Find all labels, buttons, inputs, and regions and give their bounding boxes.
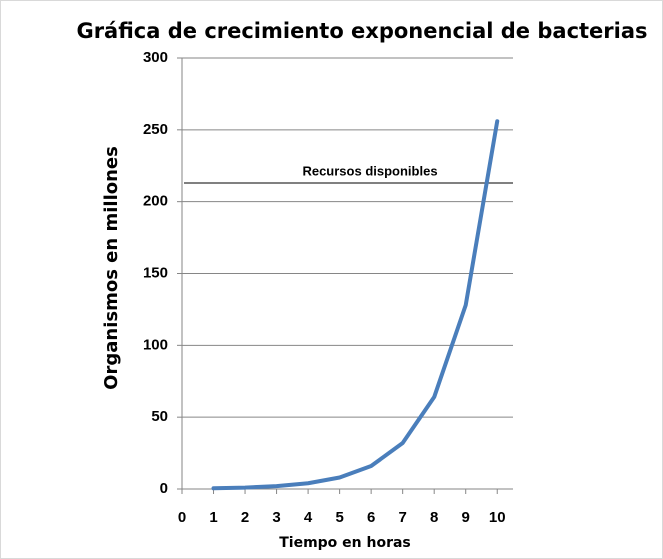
x-tick-label: 10: [489, 509, 506, 526]
y-tick-label: 50: [151, 408, 168, 425]
x-tick-label: 9: [462, 509, 470, 526]
x-tick-label: 8: [430, 509, 438, 526]
data-line: [211, 119, 500, 491]
y-tick-label: 300: [143, 49, 168, 66]
reference-label: Recursos disponibles: [302, 163, 437, 178]
x-tick-label: 0: [178, 509, 186, 526]
y-tick-label: 200: [143, 193, 168, 210]
x-axis-label: Tiempo en horas: [279, 535, 411, 551]
chart-title: Gráfica de crecimiento exponencial de ba…: [76, 19, 647, 43]
x-tick-label: 3: [272, 509, 280, 526]
x-tick-label: 1: [209, 509, 217, 526]
y-axis-label: Organismos en millones: [101, 146, 122, 390]
x-tick-label: 5: [335, 509, 343, 526]
y-tick-label: 150: [143, 264, 168, 281]
x-tick-label: 7: [398, 509, 406, 526]
x-tick-label: 6: [367, 509, 375, 526]
y-tick-label: 250: [143, 121, 168, 138]
x-tick-label: 4: [304, 509, 313, 526]
y-tick-label: 0: [160, 480, 168, 497]
x-tick-label: 2: [241, 509, 249, 526]
y-tick-label: 100: [143, 336, 168, 353]
